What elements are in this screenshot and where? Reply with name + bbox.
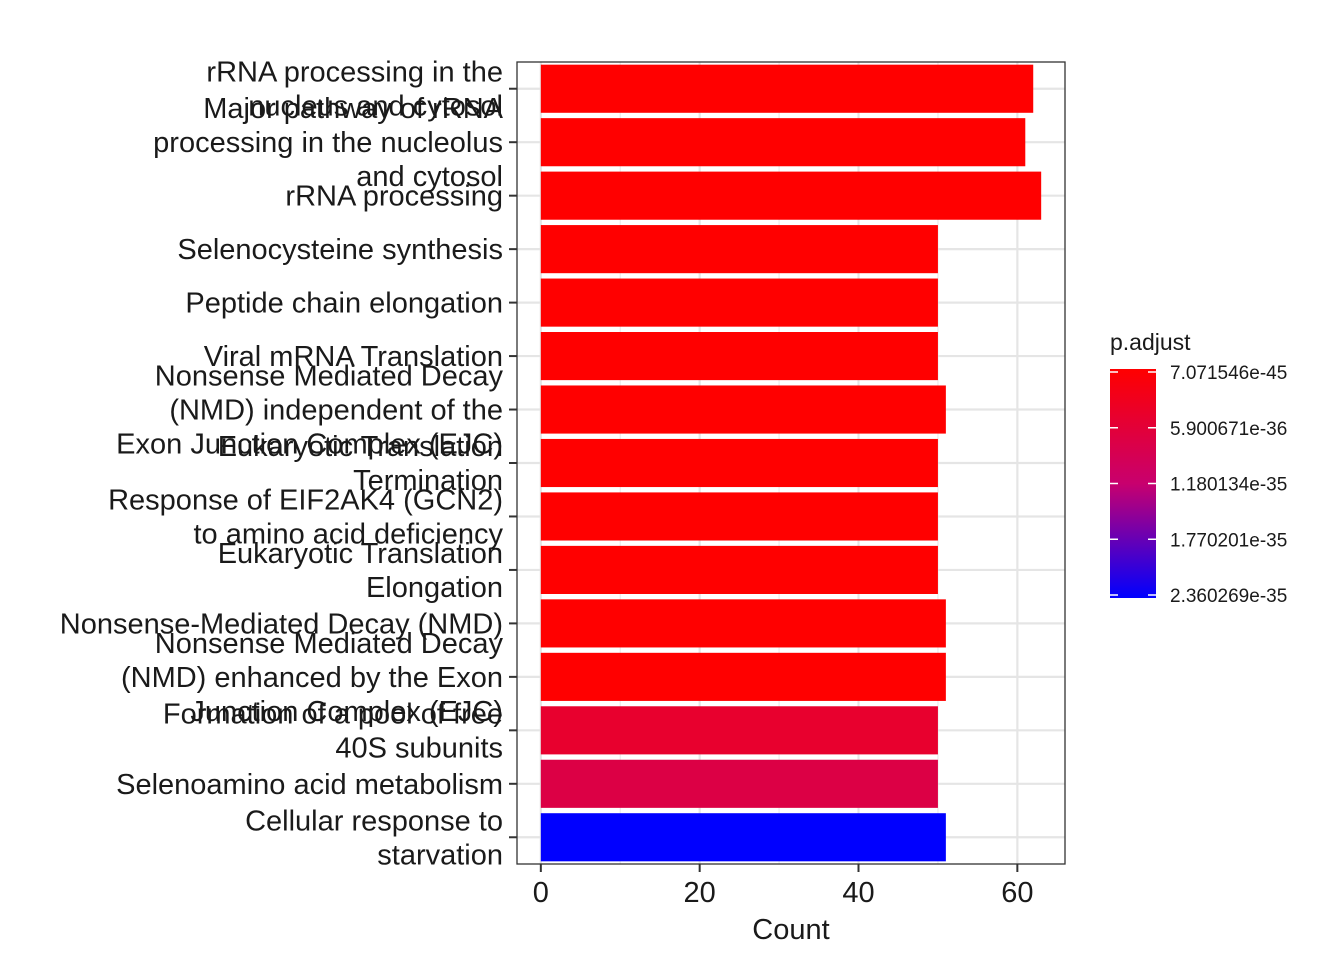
y-tick-label: rRNA processing — [285, 181, 503, 213]
y-tick-label: Major pathway of rRNA processing in the n… — [153, 93, 503, 193]
y-tick-label: Viral mRNA Translation — [204, 341, 503, 373]
bar — [540, 332, 938, 381]
legend-tick-label: 1.180134e-35 — [1170, 475, 1287, 496]
x-axis-title: Count — [752, 914, 829, 946]
y-tick-label: Selenocysteine synthesis — [177, 234, 503, 266]
bar — [540, 706, 938, 755]
color-legend: p.adjust 7.071546e-45 5.900671e-36 1.18013… — [1110, 329, 1287, 607]
bar — [540, 278, 938, 327]
bar — [540, 813, 946, 862]
bar — [540, 438, 938, 488]
bar — [540, 171, 1042, 220]
legend-tick-label: 5.900671e-36 — [1170, 419, 1287, 440]
legend-tick-label: 2.360269e-35 — [1170, 586, 1287, 607]
y-tick-label: Nonsense Mediated Decay (NMD) independent… — [116, 361, 503, 461]
bar — [540, 118, 1026, 167]
y-tick-label: Selenoamino acid metabolism — [116, 769, 503, 801]
x-tick-label: 40 — [842, 877, 874, 909]
x-tick-label: 20 — [684, 877, 716, 909]
bars — [540, 64, 1042, 862]
y-tick-label: Nonsense-Mediated Decay (NMD) — [60, 608, 503, 640]
y-tick-label: Response of EIF2AK4 (GCN2) to amino acid … — [108, 484, 503, 550]
bar — [540, 545, 938, 594]
bar — [540, 225, 938, 274]
bar — [540, 64, 1034, 113]
y-tick-label: Cellular response to starvation — [245, 805, 503, 871]
legend-ticks: 7.071546e-45 5.900671e-36 1.180134e-35 1.77… — [1110, 363, 1287, 607]
y-axis: rRNA processing in the nucleus and cytoso… — [60, 57, 517, 871]
x-tick-label: 0 — [533, 877, 549, 909]
y-tick-label: Nonsense Mediated Decay (NMD) enhanced by… — [121, 628, 504, 728]
x-axis: 0 20 40 60 — [533, 864, 1033, 909]
bar — [540, 759, 938, 808]
bar — [540, 652, 946, 701]
y-tick-label: Formation of a pool of free 40S subunits — [163, 698, 503, 764]
y-tick-label: Eukaryotic Translation Elongation — [218, 538, 503, 604]
bar — [540, 492, 938, 541]
y-tick-label: Peptide chain elongation — [185, 288, 503, 320]
x-tick-label: 60 — [1001, 877, 1033, 909]
y-tick-label: Eukaryotic Translation Termination — [218, 431, 503, 497]
bar — [540, 599, 946, 648]
legend-tick-label: 1.770201e-35 — [1170, 530, 1287, 551]
bar — [540, 385, 946, 434]
legend-title: p.adjust — [1110, 329, 1191, 355]
y-tick-label: rRNA processing in the nucleus and cytoso… — [206, 57, 503, 123]
legend-tick-label: 7.071546e-45 — [1170, 363, 1287, 384]
